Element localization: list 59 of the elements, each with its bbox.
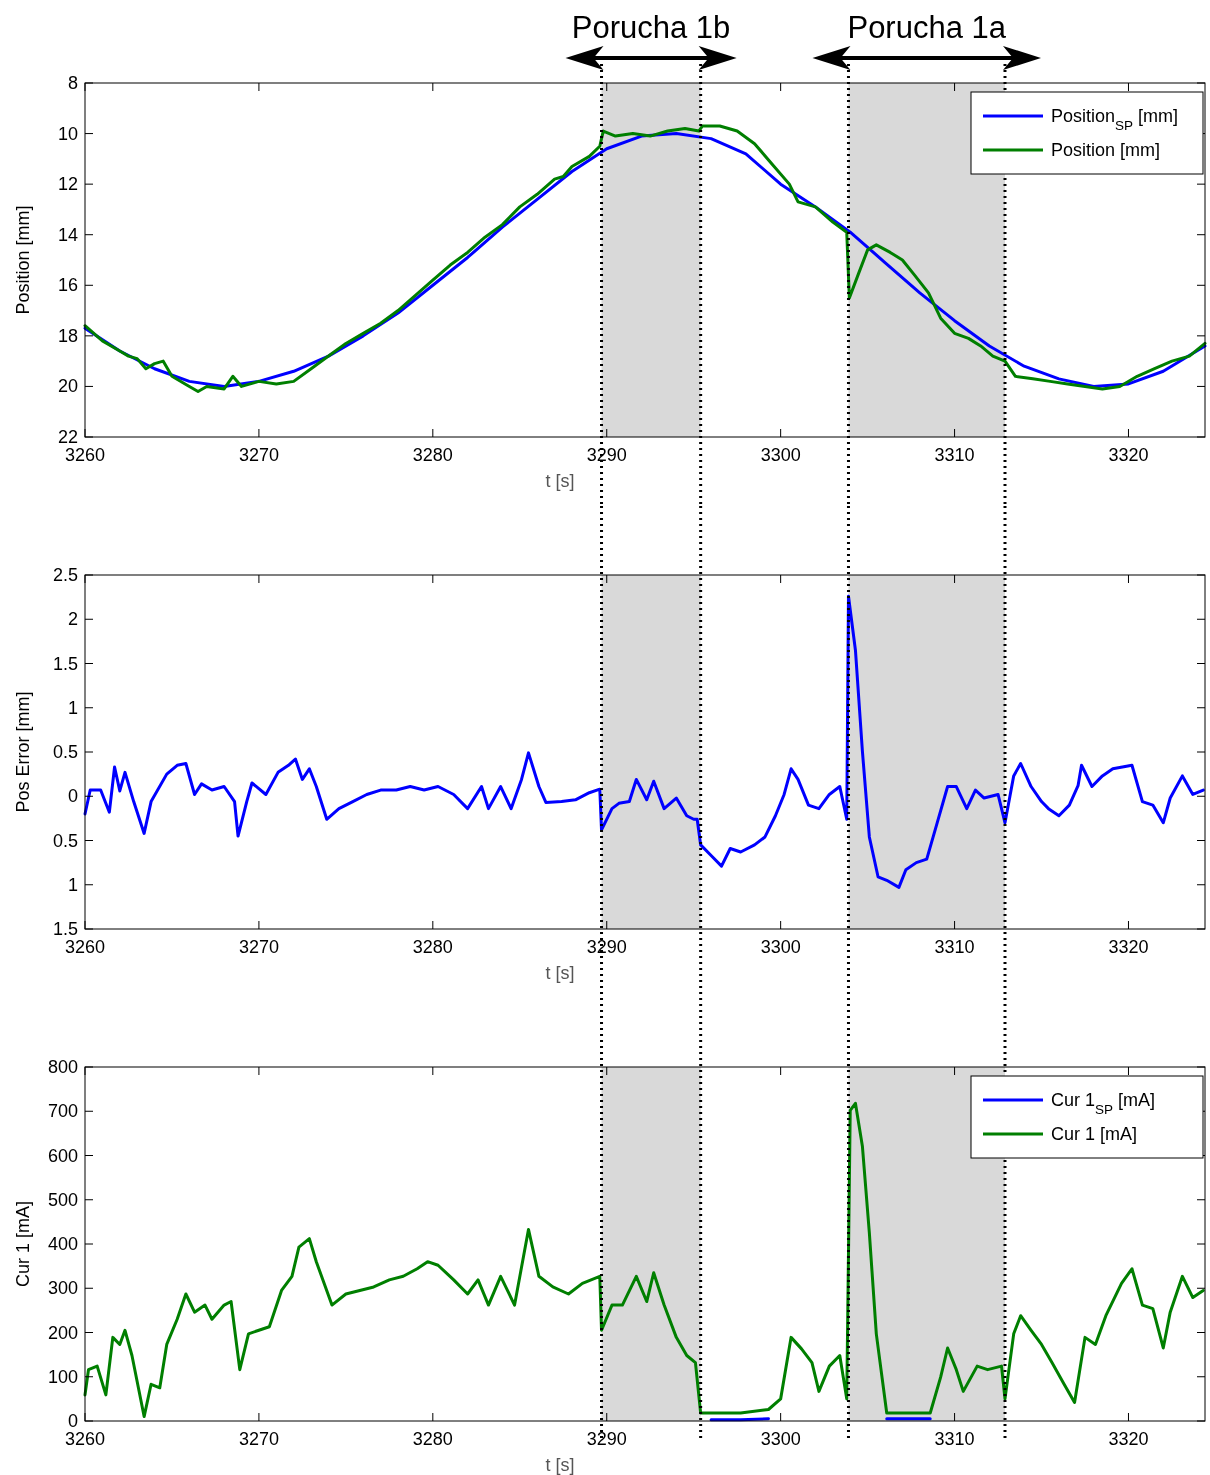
legend-label: Position$_{SP}$ [mm]: [1051, 106, 1179, 133]
y-tick-label: 600: [47, 1145, 78, 1166]
y-tick-label: 16: [57, 275, 78, 296]
x-tick-label: 3260: [64, 937, 106, 957]
x-tick-label: 3310: [934, 445, 975, 465]
x-tick-label: 3280: [412, 1429, 453, 1449]
y-axis-title: Position [mm]: [13, 205, 33, 315]
y-tick-label: 1.5: [52, 919, 78, 939]
x-tick-label: 3270: [238, 445, 279, 465]
y-tick-label: 8: [67, 73, 78, 93]
x-axis-title: t [s]: [545, 471, 575, 491]
y-tick-label: 0.5: [52, 742, 78, 762]
x-tick-label: 3260: [64, 1429, 106, 1449]
x-tick-label: 3260: [64, 445, 106, 465]
y-tick-label: 10: [57, 123, 78, 144]
y-axis-title: Pos Error [mm]: [13, 691, 33, 813]
legend-label: Cur 1$_{SP}$ [mA]: [1051, 1090, 1156, 1117]
y-tick-label: 800: [47, 1057, 78, 1077]
text: Porucha 1a: [847, 10, 1007, 45]
y-tick-label: 2: [67, 609, 78, 630]
x-tick-label: 3290: [586, 937, 627, 957]
y-tick-label: 1: [67, 874, 78, 895]
y-tick-label: 14: [57, 224, 78, 245]
x-tick-label: 3300: [760, 937, 801, 957]
y-tick-label: 1: [67, 697, 78, 718]
x-tick-label: 3310: [934, 937, 975, 957]
x-tick-label: 3280: [412, 937, 453, 957]
legend-label: Position [mm]: [1051, 140, 1161, 160]
x-tick-label: 3300: [760, 445, 801, 465]
x-tick-label: 3280: [412, 445, 453, 465]
y-tick-label: 22: [57, 427, 78, 447]
x-tick-label: 3320: [1108, 937, 1149, 957]
y-tick-label: 0: [67, 1411, 78, 1431]
y-tick-label: 200: [47, 1322, 78, 1343]
x-tick-label: 3310: [934, 1429, 975, 1449]
y-tick-label: 400: [47, 1234, 78, 1254]
y-tick-label: 500: [47, 1189, 78, 1210]
x-tick-label: 3290: [586, 1429, 627, 1449]
x-tick-label: 3320: [1108, 445, 1149, 465]
x-tick-label: 3270: [238, 937, 279, 957]
legend-label: Cur 1 [mA]: [1051, 1124, 1138, 1144]
y-tick-label: 18: [57, 325, 78, 346]
x-tick-label: 3320: [1108, 1429, 1149, 1449]
y-tick-label: 0.5: [52, 830, 78, 851]
y-tick-label: 1.5: [52, 653, 78, 674]
y-tick-label: 0: [67, 786, 78, 807]
y-tick-label: 2.5: [52, 565, 78, 585]
y-axis-title: Cur 1 [mA]: [13, 1200, 33, 1288]
text: Porucha 1b: [571, 10, 731, 45]
x-axis-title: t [s]: [545, 1455, 575, 1475]
y-tick-label: 12: [57, 174, 78, 195]
line-series: [83, 594, 1205, 889]
y-tick-label: 700: [47, 1101, 78, 1122]
y-tick-label: 20: [57, 376, 78, 397]
y-tick-label: 300: [47, 1278, 78, 1299]
x-tick-label: 3270: [238, 1429, 279, 1449]
x-axis-title: t [s]: [545, 963, 575, 983]
y-tick-label: 100: [47, 1366, 78, 1387]
x-tick-label: 3300: [760, 1429, 801, 1449]
